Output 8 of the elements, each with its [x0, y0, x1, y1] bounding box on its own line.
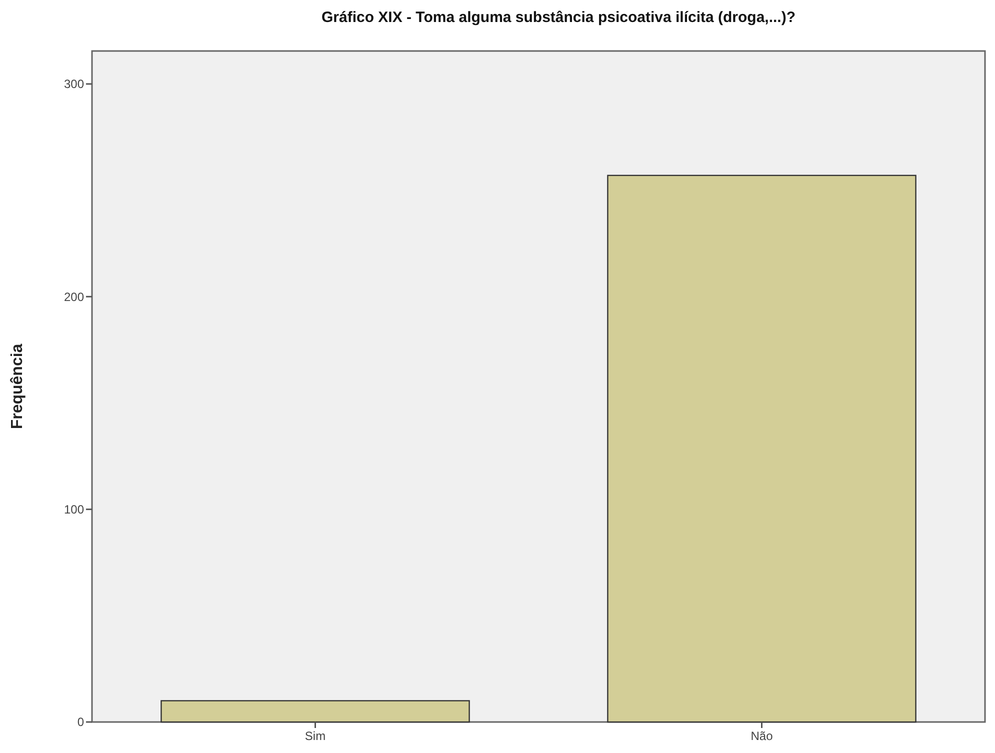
y-tick-label: 0	[77, 715, 84, 730]
y-tick-label: 200	[64, 290, 84, 304]
x-tick-label: Não	[750, 729, 774, 743]
y-tick-label: 100	[64, 502, 84, 517]
y-axis-title: Frequência	[9, 344, 26, 430]
x-tick-label: Sim	[304, 729, 326, 743]
chart-title: Gráfico XIX - Toma alguma substância psicoativa ilícita (droga,...)?	[321, 9, 796, 26]
y-tick-label: 300	[64, 77, 84, 92]
